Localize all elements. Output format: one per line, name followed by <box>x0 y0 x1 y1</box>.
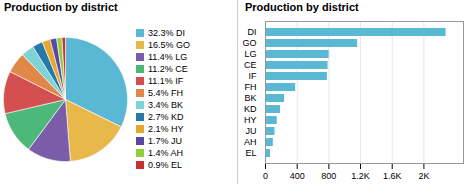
svg-text:DI: DI <box>248 27 257 37</box>
svg-text:AH: AH <box>244 137 257 147</box>
html-text:2.1% HY: 2.1% HY <box>148 124 184 134</box>
svg-text:IF: IF <box>249 71 258 81</box>
html-text:0.9% EL: 0.9% EL <box>148 160 182 170</box>
html-text:16.5% GO: 16.5% GO <box>148 40 190 50</box>
html-text:11.4% LG: 11.4% LG <box>148 52 188 62</box>
html-text:5.4% FH: 5.4% FH <box>148 88 183 98</box>
svg-text:FH: FH <box>245 82 257 92</box>
svg-text:0: 0 <box>263 171 268 181</box>
svg-text:1.6K: 1.6K <box>383 171 402 181</box>
html-text:1.4% AH: 1.4% AH <box>148 148 183 158</box>
html-text:2.7% KD: 2.7% KD <box>148 112 184 122</box>
html-text:3.4% BK: 3.4% BK <box>148 100 183 110</box>
html-text:Production by district: Production by district <box>4 1 118 13</box>
svg-text:HY: HY <box>244 115 257 125</box>
svg-text:BK: BK <box>244 93 256 103</box>
svg-text:JU: JU <box>246 126 257 136</box>
svg-text:800: 800 <box>321 171 336 181</box>
svg-text:LG: LG <box>244 49 256 59</box>
html-text:11.2% CE: 11.2% CE <box>148 64 188 74</box>
svg-text:1.2K: 1.2K <box>351 171 370 181</box>
svg-text:EL: EL <box>245 148 256 158</box>
html-text:11.1% IF: 11.1% IF <box>148 76 184 86</box>
svg-text:400: 400 <box>290 171 305 181</box>
html-text:Production by district: Production by district <box>245 1 359 13</box>
svg-text:CE: CE <box>244 60 257 70</box>
svg-text:KD: KD <box>244 104 257 114</box>
svg-text:GO: GO <box>242 38 256 48</box>
svg-text:2K: 2K <box>418 171 429 181</box>
html-text:1.7% JU: 1.7% JU <box>148 136 182 146</box>
html-text:32.3% DI: 32.3% DI <box>148 28 185 38</box>
